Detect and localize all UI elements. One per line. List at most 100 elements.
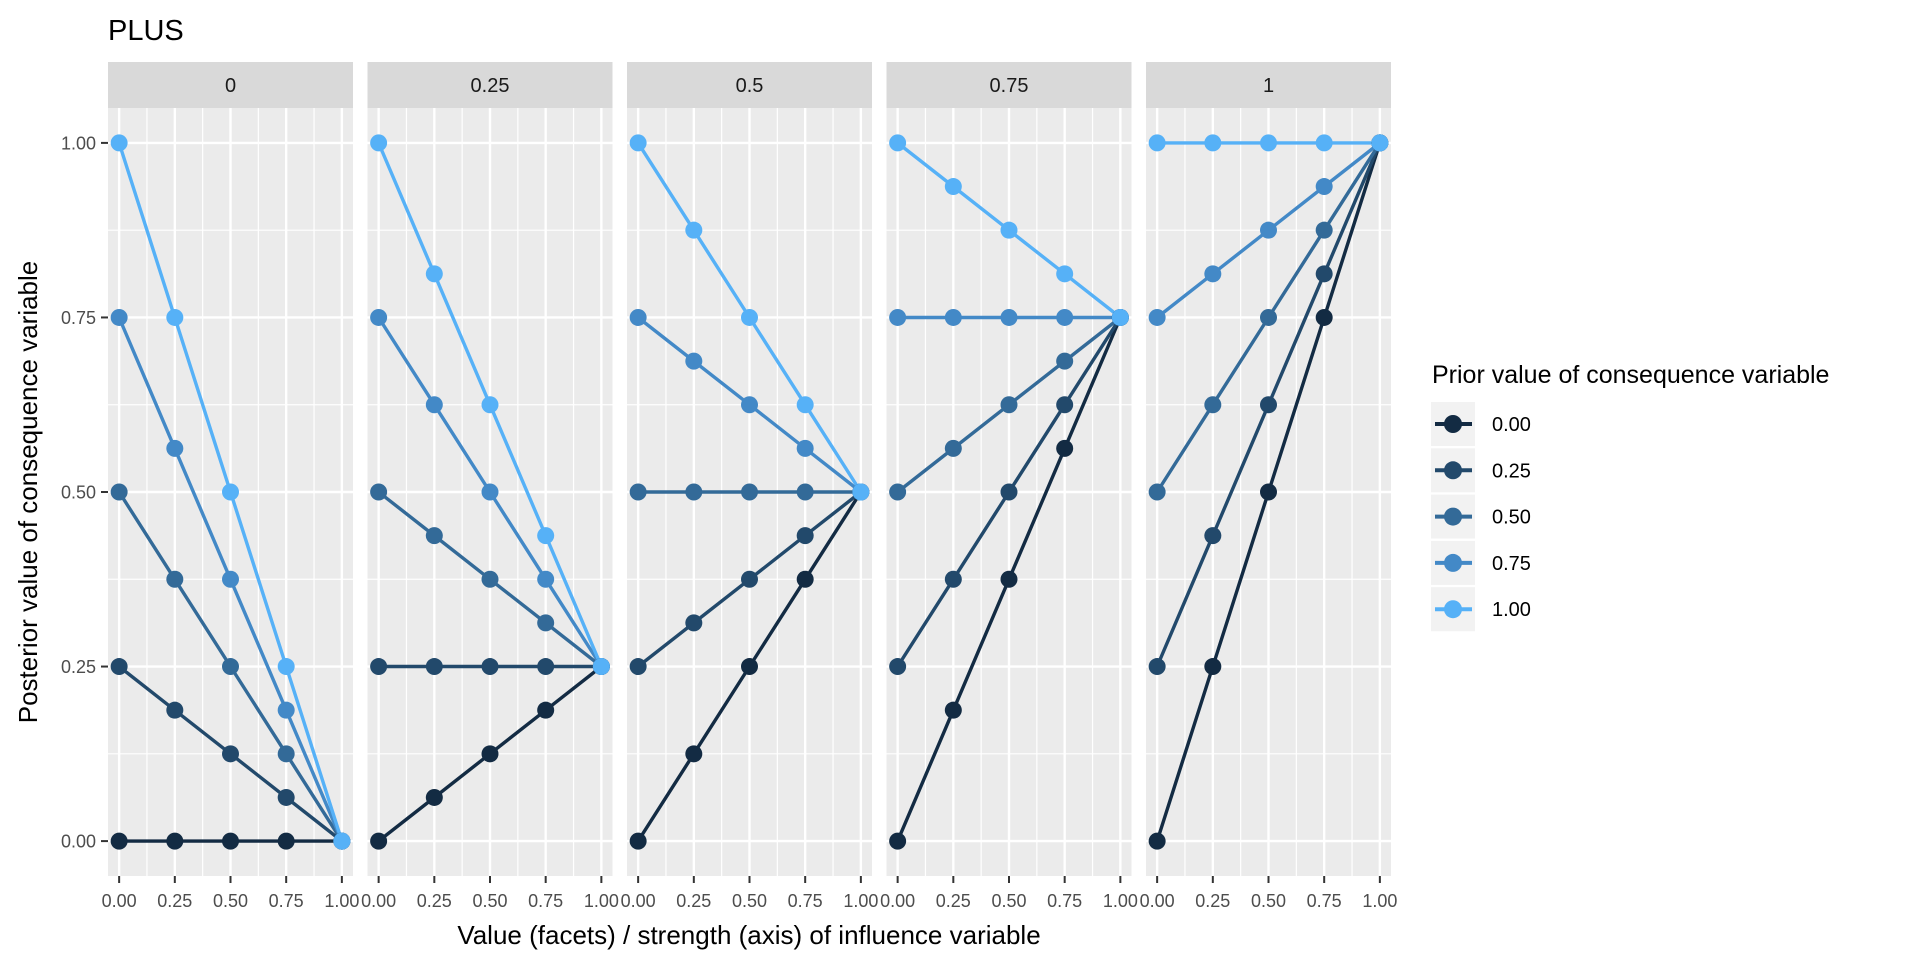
y-tick-label: 1.00 (61, 133, 96, 153)
legend-item: 0.75 (1431, 540, 1531, 585)
x-tick-label: 1.00 (1103, 891, 1138, 911)
data-point-prior-0.75 (1056, 308, 1074, 326)
data-point-prior-1.00 (277, 658, 295, 676)
data-point-prior-0.50 (1260, 308, 1277, 326)
legend-item: 0.00 (1431, 402, 1531, 446)
x-tick-label: 0.25 (676, 891, 711, 911)
data-point-prior-1.00 (1000, 221, 1018, 239)
data-point-prior-0.00 (222, 832, 239, 850)
data-point-prior-0.25 (1260, 396, 1277, 414)
x-tick-label: 0.75 (1047, 891, 1082, 911)
data-point-prior-1.00 (222, 483, 239, 501)
legend-label: 0.00 (1492, 414, 1531, 436)
data-point-prior-1.00 (1315, 134, 1333, 152)
data-point-prior-0.25 (370, 658, 388, 676)
x-tick-label: 0.00 (102, 891, 137, 911)
x-tick-label: 0.50 (991, 891, 1026, 911)
x-tick-label: 0.75 (269, 891, 304, 911)
data-point-prior-0.25 (481, 658, 499, 676)
legend-key-point (1444, 461, 1462, 480)
x-tick-label: 0.50 (1251, 891, 1286, 911)
facet-strip-label: 0 (225, 75, 236, 97)
data-point-prior-1.00 (1148, 134, 1166, 152)
data-point-prior-0.75 (889, 308, 907, 326)
data-point-prior-0.00 (1204, 658, 1222, 676)
data-point-prior-0.00 (796, 570, 814, 588)
x-tick-label: 0.25 (1195, 891, 1230, 911)
data-point-prior-0.25 (741, 570, 758, 588)
data-point-prior-1.00 (481, 396, 499, 414)
facet-panel: 0 0.00 0.25 0.50 0.75 1.00 (102, 62, 359, 911)
y-tick-label: 0.00 (61, 832, 96, 852)
legend-item: 1.00 (1431, 587, 1531, 632)
x-tick-label: 0.00 (361, 891, 396, 911)
facet-strip-label: 0.5 (736, 75, 764, 97)
data-point-prior-0.00 (425, 788, 443, 806)
data-point-prior-0.25 (1204, 527, 1222, 545)
data-point-prior-0.75 (425, 396, 443, 414)
data-point-prior-0.50 (425, 527, 443, 545)
facet-strip-label: 0.25 (471, 75, 510, 97)
data-point-prior-0.50 (944, 439, 962, 457)
data-point-prior-0.50 (370, 483, 388, 501)
data-point-prior-0.00 (110, 832, 128, 850)
data-point-prior-0.50 (1315, 221, 1333, 239)
data-point-prior-1.00 (1260, 134, 1277, 152)
data-point-prior-0.00 (370, 832, 388, 850)
data-point-prior-1.00 (166, 308, 184, 326)
legend: Prior value of consequence variable 0.00… (1431, 361, 1829, 632)
data-point-prior-1.00 (1056, 265, 1074, 283)
x-tick-label: 0.25 (936, 891, 971, 911)
data-point-prior-0.00 (1315, 308, 1333, 326)
legend-label: 0.50 (1492, 507, 1531, 529)
data-point-prior-0.00 (685, 745, 703, 763)
data-point-prior-1.00 (1111, 308, 1129, 326)
x-tick-label: 1.00 (1362, 891, 1397, 911)
legend-key-point (1444, 507, 1462, 526)
data-point-prior-1.00 (370, 134, 388, 152)
data-point-prior-0.25 (1315, 265, 1333, 283)
x-tick-label: 0.75 (528, 891, 563, 911)
data-point-prior-0.25 (944, 570, 962, 588)
data-point-prior-0.00 (889, 832, 907, 850)
data-point-prior-1.00 (333, 832, 351, 850)
y-tick-label: 0.25 (61, 657, 96, 677)
data-point-prior-1.00 (425, 265, 443, 283)
data-point-prior-0.00 (537, 701, 555, 719)
legend-label: 0.25 (1492, 460, 1531, 482)
data-point-prior-0.00 (741, 658, 758, 676)
data-point-prior-0.75 (222, 570, 239, 588)
data-point-prior-0.50 (166, 570, 184, 588)
data-point-prior-0.50 (110, 483, 128, 501)
data-point-prior-0.00 (166, 832, 184, 850)
data-point-prior-0.50 (889, 483, 907, 501)
data-point-prior-0.25 (1148, 658, 1166, 676)
data-point-prior-0.50 (222, 658, 239, 676)
data-point-prior-0.00 (944, 701, 962, 719)
data-point-prior-0.50 (537, 614, 555, 632)
data-point-prior-0.25 (537, 658, 555, 676)
data-point-prior-1.00 (537, 527, 555, 545)
x-tick-label: 0.00 (1140, 891, 1175, 911)
data-point-prior-0.25 (889, 658, 907, 676)
data-point-prior-1.00 (944, 178, 962, 196)
data-point-prior-0.75 (685, 352, 703, 370)
legend-item: 0.25 (1431, 448, 1531, 493)
data-point-prior-0.25 (796, 527, 814, 545)
legend-item: 0.50 (1431, 494, 1531, 539)
data-point-prior-0.25 (425, 658, 443, 676)
data-point-prior-0.50 (277, 745, 295, 763)
data-point-prior-0.25 (277, 788, 295, 806)
data-point-prior-0.00 (277, 832, 295, 850)
data-point-prior-0.75 (166, 439, 184, 457)
data-point-prior-0.50 (481, 570, 499, 588)
data-point-prior-0.75 (537, 570, 555, 588)
legend-label: 0.75 (1492, 553, 1531, 575)
legend-key-point (1444, 553, 1462, 572)
data-point-prior-1.00 (1371, 134, 1389, 152)
x-tick-label: 0.00 (880, 891, 915, 911)
data-point-prior-0.50 (1148, 483, 1166, 501)
data-point-prior-0.50 (1056, 352, 1074, 370)
x-tick-label: 0.50 (732, 891, 767, 911)
data-point-prior-0.50 (741, 483, 758, 501)
